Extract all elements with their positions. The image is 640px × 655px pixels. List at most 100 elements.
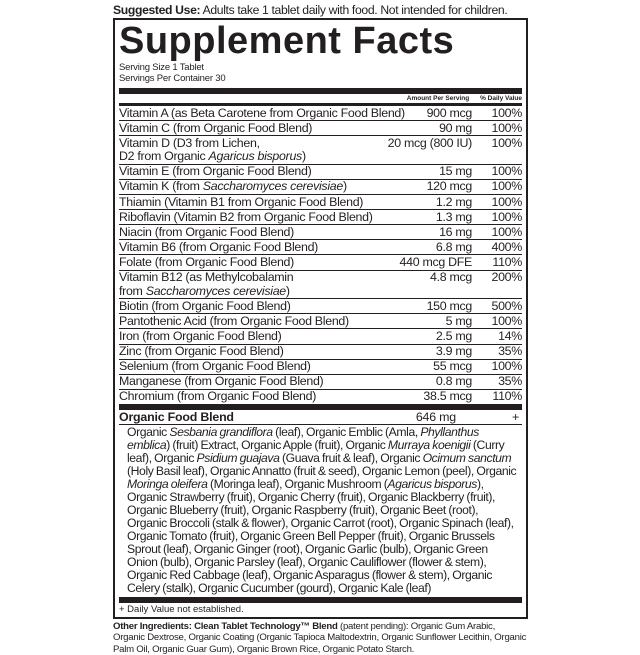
nutrient-name: Vitamin D (D3 from Lichen, D2 from Organi… xyxy=(119,135,382,164)
blend-dv: + xyxy=(511,409,519,424)
botanical-name: Sesbania grandiflora xyxy=(169,424,273,439)
ingredient-text: (Moringa leaf), Organic Mushroom ( xyxy=(207,476,388,491)
nutrient-amount: 900 mcg xyxy=(426,105,473,120)
nutrient-dv: 500% xyxy=(491,298,523,313)
nutrient-dv: 100% xyxy=(491,313,523,328)
nutrient-name: Zinc (from Organic Food Blend) xyxy=(119,344,430,359)
footnote: + Daily Value not established. xyxy=(119,603,244,615)
panel-title: Supplement Facts xyxy=(119,20,455,62)
nutrient-name: Iron (from Organic Food Blend) xyxy=(119,329,430,344)
blend-amount: 646 mg xyxy=(415,409,456,424)
nutrient-row: Vitamin A (as Beta Carotene from Organic… xyxy=(119,105,522,122)
nutrient-name: Vitamin B12 (as Methylcobalamin from Sacc… xyxy=(119,270,424,298)
nutrient-name: Riboflavin (Vitamin B2 from Organic Food… xyxy=(119,209,430,225)
ingredient-text: ), Organic Strawberry (fruit), Organic C… xyxy=(127,476,514,595)
nutrient-amount: 16 mg xyxy=(439,224,472,239)
nutrient-dv: 200% xyxy=(491,270,523,285)
name-text: Vitamin E (from Organic Food Blend) xyxy=(119,164,312,179)
nutrient-amount: 6.8 mg xyxy=(435,239,472,254)
ingredient-text: (Guava fruit & leaf), Organic xyxy=(279,450,423,465)
nutrient-dv: 35% xyxy=(498,344,522,358)
serving-size: Serving Size 1 Tablet xyxy=(119,62,204,73)
nutrient-amount: 15 mg xyxy=(439,164,472,179)
amount-header: Amount Per Serving xyxy=(406,95,470,102)
nutrient-name: Vitamin B6 (from Organic Food Blend) xyxy=(119,239,430,255)
nutrient-row: Vitamin K (from Saccharomyces cerevisiae… xyxy=(119,179,523,196)
nutrient-name: Vitamin A (as Beta Carotene from Organic… xyxy=(119,105,421,121)
nutrient-dv: 100% xyxy=(491,164,523,179)
other-ingredients-label: Other Ingredients: Clean Tablet Technolo… xyxy=(113,620,338,632)
nutrient-row: Manganese (from Organic Food Blend) 0.8 m… xyxy=(119,374,522,390)
other-ingredients: Other Ingredients: Clean Tablet Technolo… xyxy=(113,621,528,655)
divider xyxy=(119,88,522,94)
name-text: Vitamin B6 (from Organic Food Blend) xyxy=(119,239,319,254)
nutrient-name: Vitamin K (from Saccharomyces cerevisiae… xyxy=(119,180,421,194)
nutrient-amount: 20 mcg (800 IU) xyxy=(387,135,473,150)
name-text: Biotin (from Organic Food Blend) xyxy=(119,298,291,313)
botanical-name: Agaricus bisporus xyxy=(387,476,477,491)
name-end: ) xyxy=(342,179,347,194)
name-text: Vitamin D (D3 from Lichen, xyxy=(119,135,260,150)
nutrient-amount: 2.5 mg xyxy=(435,328,472,343)
nutrient-row: Iron (from Organic Food Blend) 2.5 mg 14% xyxy=(119,328,522,345)
nutrient-table: Vitamin A (as Beta Carotene from Organic… xyxy=(119,106,522,410)
nutrient-row: Thiamin (Vitamin B1 from Organic Food Bl… xyxy=(119,194,523,211)
nutrient-name: Thiamin (Vitamin B1 from Organic Food Bl… xyxy=(119,194,430,210)
ingredient-text: Organic xyxy=(127,424,170,439)
nutrient-dv: 100% xyxy=(491,120,523,135)
nutrient-row: Biotin (from Organic Food Blend) 150 mcg 5… xyxy=(119,298,523,315)
supplement-facts-panel: Supplement Facts Serving Size 1 Tablet S… xyxy=(113,18,528,619)
name-text: Chromium (from Organic Food Blend) xyxy=(119,389,317,404)
nutrient-row: Niacin (from Organic Food Blend) 16 mg 100… xyxy=(119,224,522,241)
nutrient-row: Vitamin B6 (from Organic Food Blend) 6.8 … xyxy=(119,239,523,256)
nutrient-amount: 120 mcg xyxy=(426,179,473,194)
name-line2: from xyxy=(119,283,146,298)
ingredient-text: (leaf), Organic Emblic (Amla, xyxy=(272,424,421,439)
nutrient-name: Vitamin C (from Organic Food Blend) xyxy=(119,121,433,136)
servings-per-container: Servings Per Container 30 xyxy=(119,73,226,84)
name-text: Niacin (from Organic Food Blend) xyxy=(119,224,294,239)
name-italic: Agaricus bisporus xyxy=(208,149,303,164)
nutrient-dv: 110% xyxy=(492,254,522,269)
suggested-use-text: Adults take 1 tablet daily with food. No… xyxy=(200,3,508,17)
ingredient-text: (Curry leaf), Organic xyxy=(127,437,505,465)
nutrient-dv: 14% xyxy=(498,328,522,343)
name-text: Thiamin (Vitamin B1 from Organic Food Bl… xyxy=(119,194,364,209)
nutrient-amount: 5 mg xyxy=(445,313,473,328)
name-italic: Saccharomyces cerevisiae xyxy=(145,283,286,298)
nutrient-row: Vitamin C (from Organic Food Blend) 90 mg… xyxy=(119,120,523,137)
blend-ingredients: Organic Sesbania grandiflora (leaf), Org… xyxy=(119,425,522,603)
nutrient-amount: 0.8 mg xyxy=(435,374,472,389)
nutrient-row: Vitamin B12 (as Methylcobalamin from Sacc… xyxy=(119,270,523,300)
name-text: Pantothenic Acid (from Organic Food Blen… xyxy=(119,313,349,328)
nutrient-name: Selenium (from Organic Food Blend) xyxy=(119,359,427,374)
nutrient-dv: 100% xyxy=(491,194,523,209)
nutrient-row: Folate (from Organic Food Blend) 440 mcg … xyxy=(119,254,522,271)
nutrient-amount: 1.2 mg xyxy=(435,194,472,209)
nutrient-name: Folate (from Organic Food Blend) xyxy=(119,255,394,270)
nutrient-dv: 100% xyxy=(491,359,523,374)
nutrient-row: Riboflavin (Vitamin B2 from Organic Food… xyxy=(119,209,522,226)
dv-header: % Daily Value xyxy=(480,95,522,102)
nutrient-name: Vitamin E (from Organic Food Blend) xyxy=(119,165,433,179)
nutrient-dv: 100% xyxy=(491,179,523,194)
name-end: ) xyxy=(285,283,290,298)
blend-name: Organic Food Blend xyxy=(119,409,234,424)
ingredient-text: (Holy Basil leaf), Organic Annatto (frui… xyxy=(127,463,517,478)
nutrient-dv: 100% xyxy=(491,135,523,150)
name-end: ) xyxy=(301,149,306,164)
nutrient-name: Biotin (from Organic Food Blend) xyxy=(119,298,421,314)
nutrient-row: Zinc (from Organic Food Blend) 3.9 mg 35% xyxy=(119,344,522,360)
nutrient-dv: 35% xyxy=(498,374,522,389)
nutrient-amount: 440 mcg DFE xyxy=(399,254,473,269)
botanical-name: Moringa oleifera xyxy=(127,476,208,491)
nutrient-dv: 110% xyxy=(492,389,522,404)
nutrient-amount: 4.8 mcg xyxy=(430,270,472,285)
name-italic: Saccharomyces cerevisiae xyxy=(202,179,343,194)
nutrient-name: Pantothenic Acid (from Organic Food Blen… xyxy=(119,313,440,329)
suggested-use-label: Suggested Use: xyxy=(113,3,201,17)
nutrient-dv: 400% xyxy=(491,239,523,254)
name-text: Vitamin A (as Beta Carotene from Organic… xyxy=(119,105,405,120)
name-text: Riboflavin (Vitamin B2 from Organic Food… xyxy=(119,209,373,224)
nutrient-amount: 55 mcg xyxy=(433,359,472,374)
